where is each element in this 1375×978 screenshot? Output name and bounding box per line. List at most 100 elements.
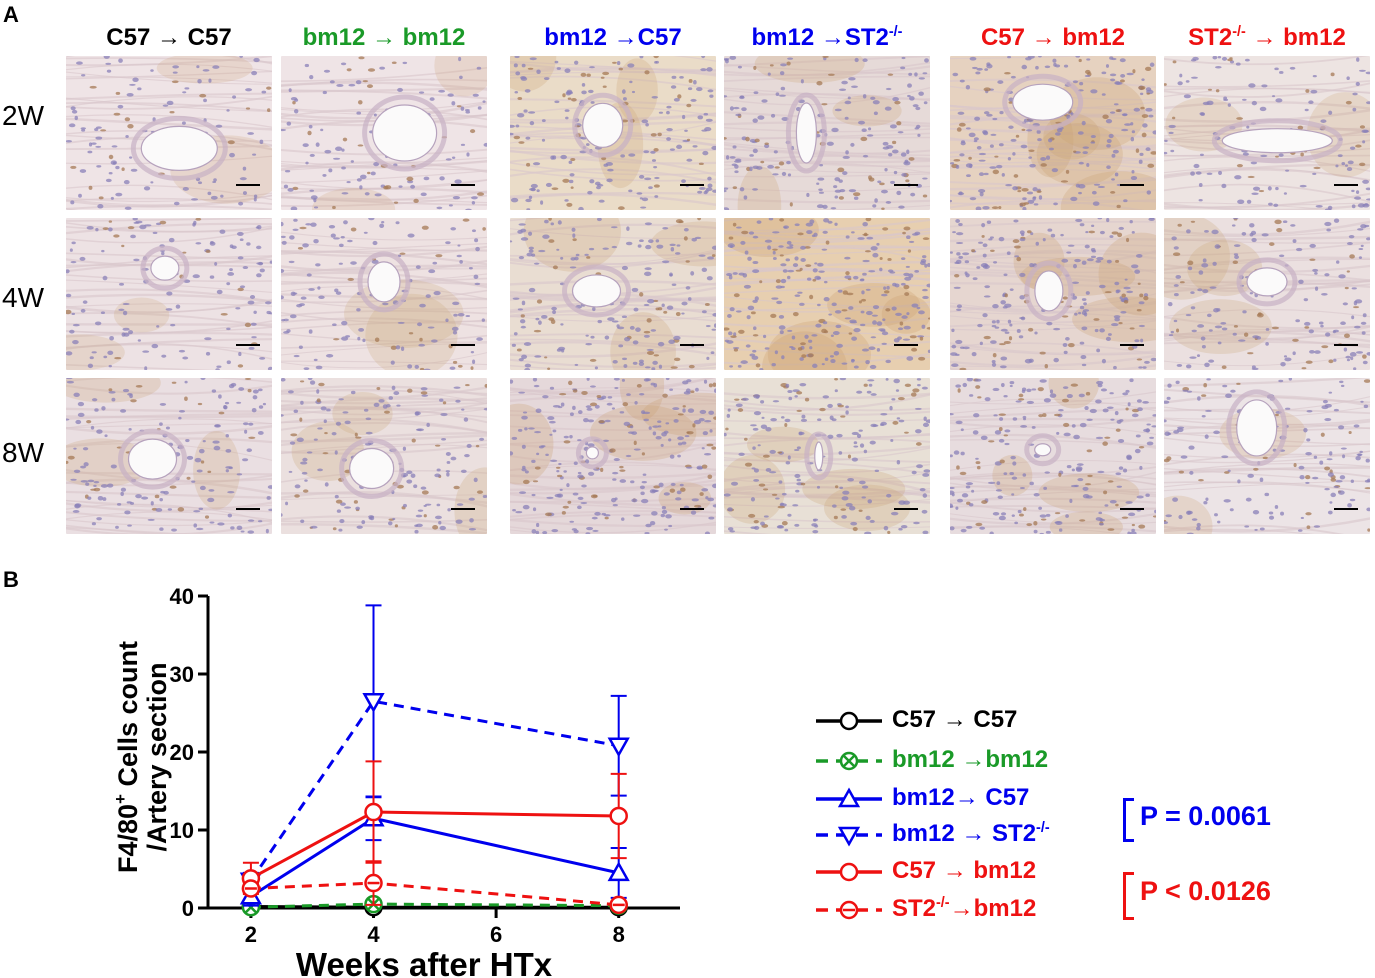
p-value-bracket-blue xyxy=(1123,798,1134,842)
micrograph-2w-col4 xyxy=(724,56,930,210)
scale-bar xyxy=(1120,344,1144,346)
legend-label: C57 → C57 xyxy=(892,706,1018,733)
micrograph-8w-col3 xyxy=(510,378,716,534)
scale-bar xyxy=(894,508,918,510)
y-tick-label: 30 xyxy=(170,662,194,687)
series-6 xyxy=(241,860,628,915)
legend-item-4: bm12 → ST2-/- xyxy=(814,819,1114,851)
micrograph-2w-col3 xyxy=(510,56,716,210)
legend-swatch xyxy=(816,900,882,920)
micrograph-2w-col1 xyxy=(66,56,272,210)
legend-swatch xyxy=(816,826,882,847)
scale-bar xyxy=(451,184,475,186)
micrograph-2w-col6 xyxy=(1164,56,1370,210)
series-line xyxy=(249,699,619,882)
scale-bar xyxy=(451,508,475,510)
data-point xyxy=(362,693,385,713)
x-tick-label: 8 xyxy=(613,922,625,947)
micrograph-4w-col4 xyxy=(724,218,930,370)
legend-label: C57 → bm12 xyxy=(892,857,1037,884)
micrograph-8w-col2 xyxy=(281,378,487,534)
legend-marker xyxy=(837,787,861,808)
legend-swatch xyxy=(816,862,882,882)
micrograph-2w-col5 xyxy=(950,56,1156,210)
legend-marker xyxy=(837,826,861,847)
legend-item-3: bm12→ C57 xyxy=(814,783,1114,815)
legend-marker xyxy=(839,711,859,731)
series-1 xyxy=(241,897,628,917)
scale-bar xyxy=(236,344,260,346)
legend-item-1: C57 → C57 xyxy=(814,705,1114,737)
series-4 xyxy=(239,604,630,893)
micrograph-4w-col3 xyxy=(510,218,716,370)
column-title-2: bm12 → bm12 xyxy=(302,24,466,51)
row-label-8w: 8W xyxy=(2,437,44,468)
column-title-6: ST2-/- → bm12 xyxy=(1188,24,1346,51)
legend-label: bm12→ C57 xyxy=(892,784,1030,811)
scale-bar xyxy=(1334,344,1358,346)
scale-bar xyxy=(1120,508,1144,510)
panel-b-letter: B xyxy=(3,567,19,592)
column-title-3: bm12 →C57 xyxy=(544,24,682,51)
micrograph-4w-col2 xyxy=(281,218,487,370)
micrograph-8w-col6 xyxy=(1164,378,1370,534)
column-title-5: C57 → bm12 xyxy=(980,24,1126,51)
y-tick-label: 20 xyxy=(170,740,194,765)
scale-bar xyxy=(680,508,704,510)
x-tick-label: 6 xyxy=(490,922,502,947)
data-point xyxy=(241,879,261,898)
legend-item-5: C57 → bm12 xyxy=(814,856,1114,888)
scale-bar xyxy=(894,344,918,346)
data-point xyxy=(609,895,628,915)
y-tick-label: 10 xyxy=(170,818,194,843)
micrograph-8w-col5 xyxy=(950,378,1156,534)
legend-label: bm12 →bm12 xyxy=(892,746,1049,773)
data-point xyxy=(364,873,383,893)
legend-swatch xyxy=(816,787,882,808)
scale-bar xyxy=(451,344,475,346)
series-line xyxy=(250,881,619,907)
legend-swatch xyxy=(816,711,882,731)
scale-bar xyxy=(236,184,260,186)
micrograph-4w-col1 xyxy=(66,218,272,370)
row-label-4w: 4W xyxy=(2,282,44,313)
data-point xyxy=(607,737,630,758)
legend-item-6: ST2-/-→bm12 xyxy=(814,894,1114,926)
legend-marker xyxy=(839,862,859,882)
panel-a-letter: A xyxy=(3,2,19,27)
micrograph-4w-col6 xyxy=(1164,218,1370,370)
scale-bar xyxy=(680,184,704,186)
x-tick-label: 2 xyxy=(245,922,257,947)
legend-marker xyxy=(839,900,859,920)
legend-label: bm12 → ST2-/- xyxy=(892,820,1050,847)
legend-item-2: bm12 →bm12 xyxy=(814,745,1114,777)
y-tick-label: 0 xyxy=(182,896,194,921)
micrograph-4w-col5 xyxy=(950,218,1156,370)
y-tick-label: 40 xyxy=(170,584,194,609)
legend-label: ST2-/-→bm12 xyxy=(892,895,1037,922)
scale-bar xyxy=(1334,184,1358,186)
column-title-1: C57 → C57 xyxy=(106,24,232,51)
scale-bar xyxy=(236,508,260,510)
micrograph-8w-col4 xyxy=(724,378,930,534)
p-value-blue: P = 0.0061 xyxy=(1140,801,1271,831)
micrograph-2w-col2 xyxy=(281,56,487,210)
x-tick-label: 4 xyxy=(367,922,380,947)
scale-bar xyxy=(894,184,918,186)
y-axis-label-line2: /Artery section xyxy=(142,662,172,851)
y-axis-label: F4/80+ Cells count xyxy=(111,641,143,873)
p-value-bracket-red xyxy=(1123,872,1134,920)
series-5 xyxy=(241,760,628,895)
p-value-red: P < 0.0126 xyxy=(1140,876,1271,906)
data-point xyxy=(364,802,383,822)
data-point xyxy=(609,806,628,826)
column-title-4: bm12 →ST2-/- xyxy=(751,24,903,51)
micrograph-8w-col1 xyxy=(66,378,272,534)
scale-bar xyxy=(680,344,704,346)
row-label-2w: 2W xyxy=(2,100,44,131)
series-line xyxy=(250,810,619,880)
line-chart: 0 10 20 30 40 2 4 6 8 Weeks after HTx F4/80+ Cells… xyxy=(111,584,680,978)
legend-swatch xyxy=(816,751,882,771)
x-axis-label: Weeks after HTx xyxy=(296,946,553,978)
scale-bar xyxy=(1120,184,1144,186)
